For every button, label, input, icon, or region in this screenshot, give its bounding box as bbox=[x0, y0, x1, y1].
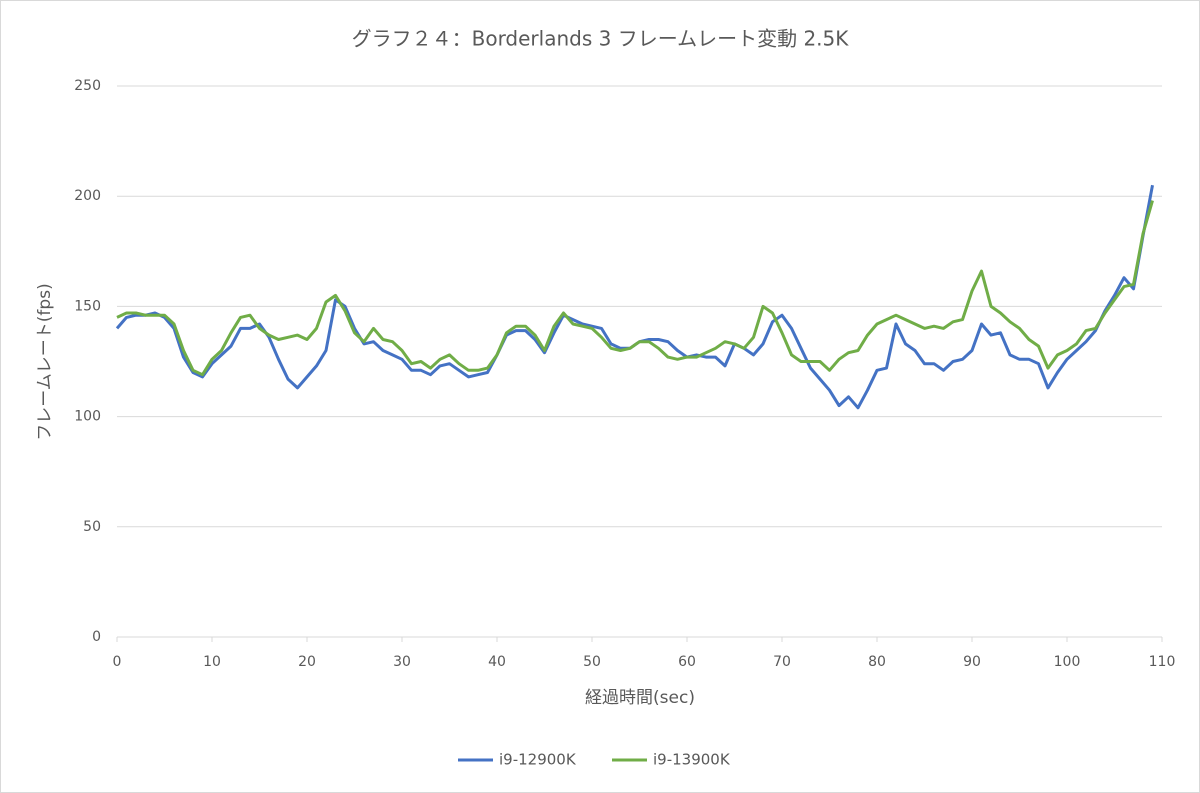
x-tick-label: 10 bbox=[203, 654, 221, 670]
legend-label: i9-12900K bbox=[499, 751, 577, 769]
y-tick-label: 100 bbox=[74, 409, 101, 425]
y-tick-label: 150 bbox=[74, 298, 101, 314]
legend-label: i9-13900K bbox=[653, 751, 731, 769]
x-tick-label: 100 bbox=[1054, 654, 1081, 670]
x-tick-label: 80 bbox=[868, 654, 886, 670]
x-axis-label: 経過時間(sec) bbox=[585, 688, 695, 708]
x-tick-label: 20 bbox=[298, 654, 316, 670]
y-tick-label: 0 bbox=[92, 629, 101, 645]
y-tick-label: 50 bbox=[83, 519, 101, 535]
x-tick-label: 70 bbox=[773, 654, 791, 670]
x-tick-label: 50 bbox=[583, 654, 601, 670]
x-tick-label: 30 bbox=[393, 654, 411, 670]
x-tick-label: 0 bbox=[113, 654, 122, 670]
x-tick-label: 60 bbox=[678, 654, 696, 670]
y-tick-label: 200 bbox=[74, 188, 101, 204]
x-tick-label: 110 bbox=[1149, 654, 1176, 670]
chart-title: グラフ２４：Borderlands 3 フレームレート変動 2.5K bbox=[352, 27, 850, 51]
y-tick-label: 250 bbox=[74, 78, 101, 94]
x-tick-label: 40 bbox=[488, 654, 506, 670]
x-tick-label: 90 bbox=[963, 654, 981, 670]
series-line bbox=[116, 200, 1154, 377]
y-axis-label: フレームレート(fps) bbox=[35, 283, 55, 440]
